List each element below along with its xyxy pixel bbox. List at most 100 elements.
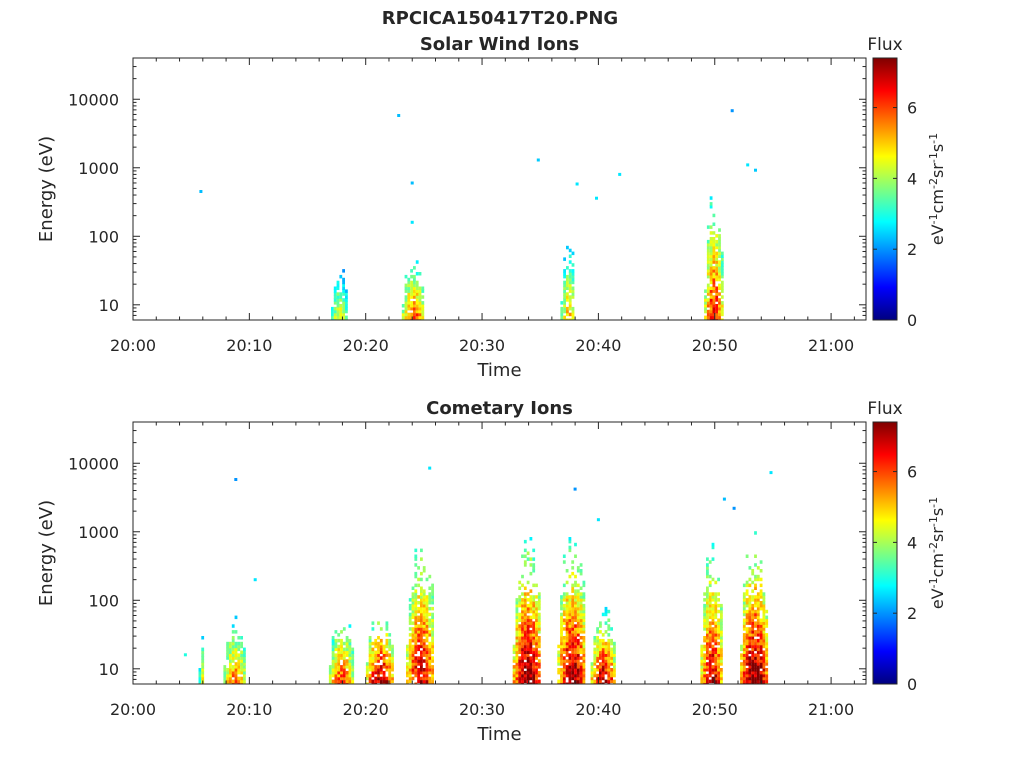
spectrogram-cell: [518, 679, 522, 684]
spectrogram-cell: [560, 624, 563, 628]
spectrogram-cell: [712, 312, 716, 317]
spectrogram-cell: [576, 676, 580, 681]
spectrogram-cell: [721, 327, 724, 331]
spectrogram-cell: [562, 679, 566, 684]
spectrogram-cell: [568, 548, 572, 553]
spectrogram-cell: [379, 668, 383, 672]
spectrogram-cell: [240, 688, 243, 692]
spectrogram-cell: [576, 668, 580, 672]
spectrogram-cell: [342, 318, 345, 320]
spectrogram-cell: [526, 659, 530, 663]
spectrogram-cell: [590, 665, 594, 669]
spectrogram-cell: [368, 673, 372, 678]
spectrogram-cell: [349, 688, 352, 692]
spectrogram-cell: [714, 609, 718, 614]
spectrogram-cell: [601, 670, 605, 675]
spectrogram-cell: [563, 269, 566, 273]
spectrogram-cell: [754, 686, 757, 690]
spectrogram-cell: [431, 583, 434, 588]
spectrogram-cell: [715, 309, 719, 314]
spectrogram-cell: [526, 662, 530, 666]
spectrogram-cell: [571, 571, 575, 576]
spectrogram-cell: [759, 656, 763, 660]
spectrogram-cell: [711, 653, 715, 657]
spectrogram-cell: [569, 686, 572, 690]
spectrogram-cell: [523, 653, 527, 657]
spectrogram-cell: [368, 644, 372, 649]
spectrogram-cell: [229, 641, 232, 646]
spectrogram-cell: [428, 670, 432, 675]
spectrogram-cell: [237, 662, 241, 666]
spectrogram-cell: [703, 636, 706, 640]
spectrogram-cell: [607, 633, 611, 637]
spectrogram-cell: [718, 301, 721, 305]
spectrogram-cell: [337, 686, 340, 690]
spectrogram-cell: [521, 686, 524, 690]
spectrogram-cell: [334, 670, 338, 675]
spectrogram-cell: [411, 586, 415, 590]
spectrogram-cell: [577, 691, 580, 695]
spectrogram-cell: [579, 598, 583, 602]
spectrogram-cell: [538, 688, 541, 692]
spectrogram-cell: [518, 656, 522, 660]
spectrogram-cell: [706, 618, 709, 622]
spectrogram-cell: [422, 601, 426, 605]
spectrogram-cell: [596, 653, 599, 657]
spectrogram-cell: [422, 624, 426, 628]
spectrogram-cell: [720, 662, 723, 666]
spectrogram-cell: [229, 656, 232, 660]
spectrogram-cell: [756, 662, 760, 666]
spectrogram-cell: [351, 653, 355, 657]
spectrogram-cell: [407, 295, 411, 299]
spectrogram-cell: [607, 679, 611, 684]
spectrogram-cell: [565, 603, 569, 608]
flux-point: [397, 114, 401, 117]
spectrogram-cell: [537, 650, 541, 654]
spectrogram-cell: [762, 618, 766, 622]
spectrogram-cell: [411, 630, 415, 634]
spectrogram-cell: [333, 298, 337, 302]
spectrogram-cell: [537, 627, 541, 631]
spectrogram-cell: [756, 673, 760, 678]
spectrogram-cell: [411, 603, 415, 608]
spectrogram-cell: [562, 656, 566, 660]
spectrogram-cell: [593, 636, 597, 640]
spectrogram-cell: [526, 580, 530, 585]
spectrogram-cell: [706, 627, 709, 631]
spectrogram-cell: [385, 662, 389, 666]
spectrogram-cell: [527, 688, 530, 692]
spectrogram-cell: [428, 612, 432, 617]
spectrogram-cell: [417, 633, 420, 637]
spectrogram-cell: [345, 301, 348, 305]
spectrogram-cell: [345, 315, 348, 320]
spectrogram-cell: [515, 624, 519, 628]
spectrogram-cell: [226, 650, 229, 654]
spectrogram-cell: [574, 612, 577, 617]
spectrogram-cell: [610, 653, 613, 657]
spectrogram-cell: [708, 633, 712, 637]
spectrogram-cell: [334, 644, 338, 649]
spectrogram-cell: [417, 630, 420, 634]
spectrogram-cell: [413, 309, 416, 314]
spectrogram-cell: [406, 644, 409, 649]
spectrogram-cell: [523, 665, 527, 669]
spectrogram-cell: [329, 688, 332, 692]
spectrogram-cell: [717, 679, 720, 684]
spectrogram-cell: [431, 618, 434, 622]
spectrogram-cell: [748, 583, 752, 588]
spectrogram-cell: [409, 691, 412, 695]
spectrogram-cell: [759, 659, 763, 663]
spectrogram-cell: [223, 676, 227, 681]
spectrogram-cell: [234, 656, 238, 660]
spectrogram-cell: [382, 656, 386, 660]
x-tick-label: 20:50: [692, 700, 738, 719]
spectrogram-cell: [604, 647, 608, 652]
spectrogram-cell: [523, 656, 527, 660]
spectrogram-cell: [717, 609, 720, 614]
spectrogram-cell: [708, 606, 712, 611]
spectrogram-cell: [574, 603, 577, 608]
spectrogram-cell: [707, 327, 710, 331]
spectrogram-cell: [745, 636, 749, 640]
spectrogram-cell: [709, 277, 713, 282]
spectrogram-cell: [571, 601, 575, 605]
